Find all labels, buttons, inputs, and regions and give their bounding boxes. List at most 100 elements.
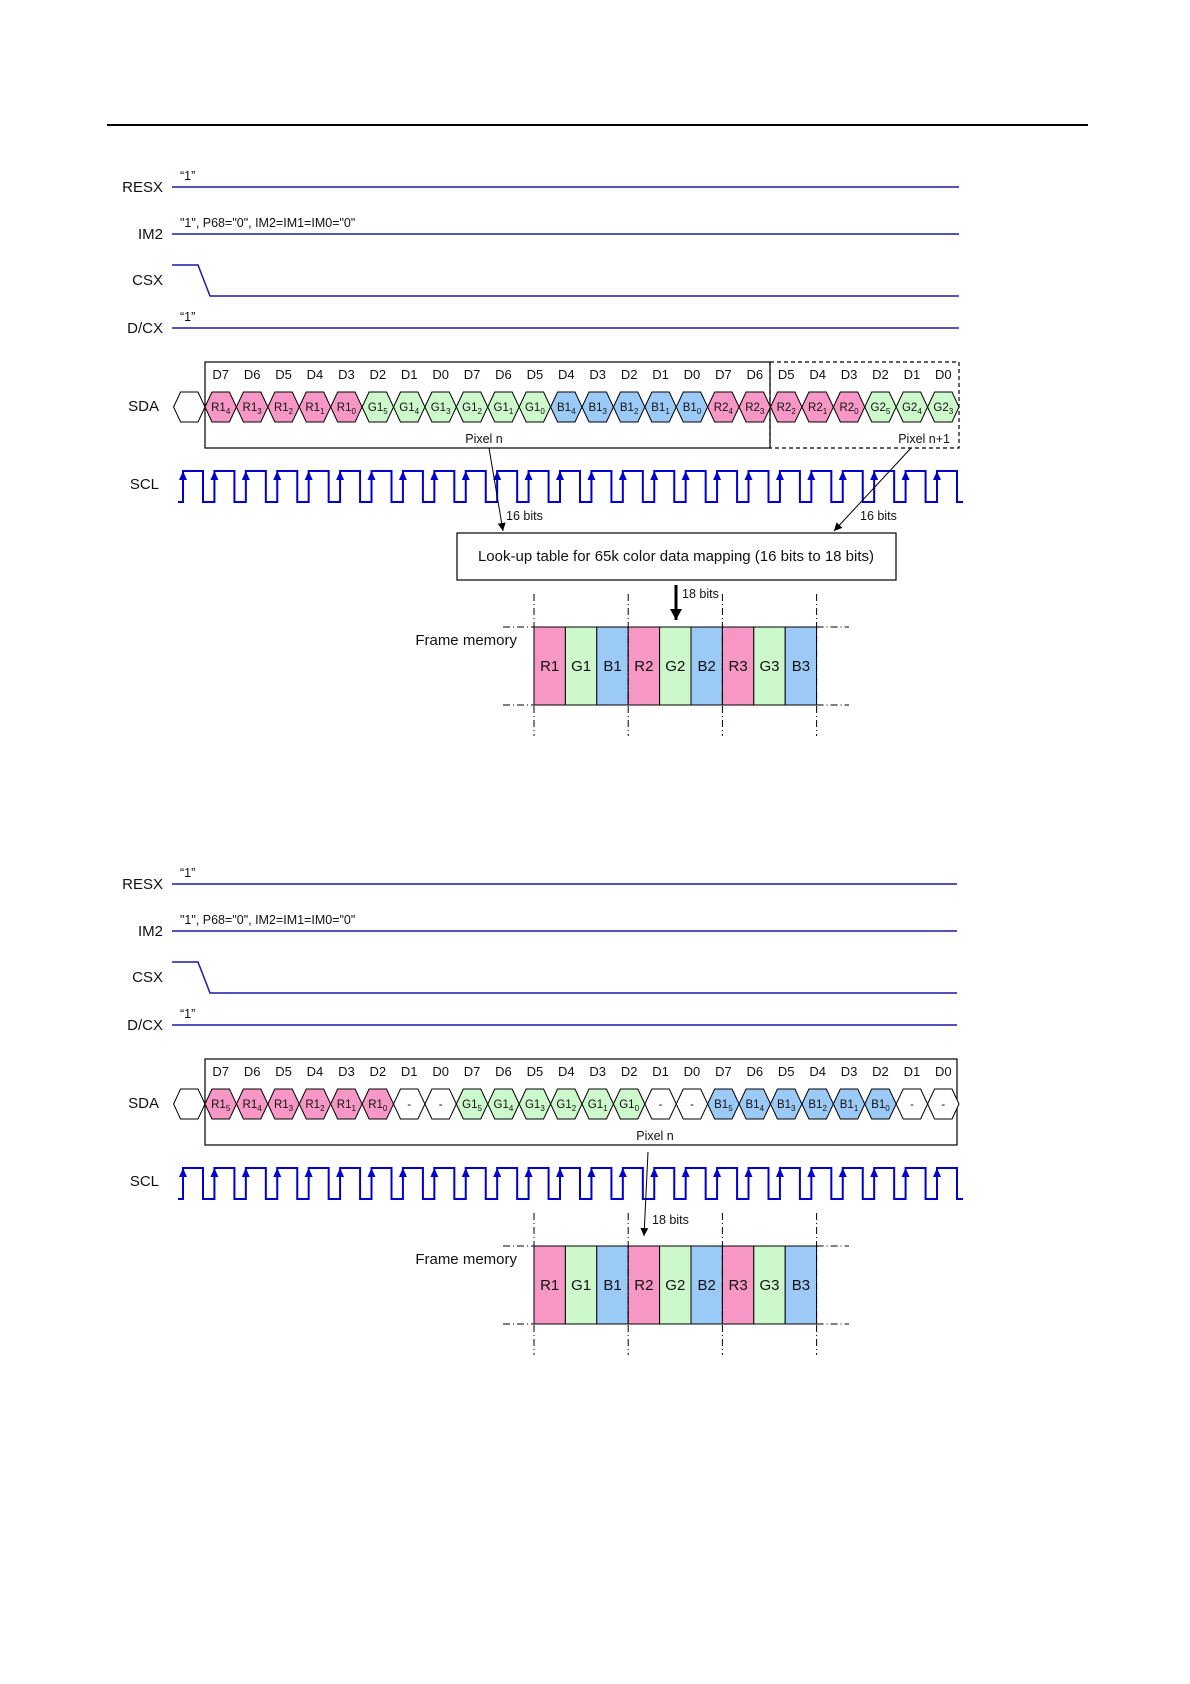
bit-label: D4 [558,1064,575,1079]
frame-memory-cell-label: G1 [571,658,591,675]
scl-rising-edge-arrow-icon [838,471,847,480]
cell-name: B1 [808,1099,822,1111]
frame-memory-cell-label: B1 [603,658,621,675]
sda-cell-label: R15 [211,1099,231,1113]
scl-rising-edge-arrow-icon [933,471,941,480]
bit-label: D5 [778,367,795,382]
sda-cell-label: G23 [933,402,953,416]
cell-bit-index: 1 [352,1104,357,1113]
cell-bit-index: 3 [257,407,262,416]
sda-cell-label: B10 [683,402,702,416]
sda-cell-label: G14 [399,402,419,416]
cell-name: G1 [431,402,446,414]
scl-rising-edge-arrow-icon [807,471,816,480]
sda-cell-label: G13 [525,1099,545,1113]
frame-memory-cell-label: G1 [571,1277,591,1294]
signal-label-sda: SDA [128,1095,159,1112]
cell-bit-index: 1 [823,407,828,416]
sda-cell-label: B13 [777,1099,796,1113]
arrow-pixel-n1-to-lut [833,447,912,532]
frame-memory-cell-label: R3 [729,1277,748,1294]
sda-cell-label: R20 [839,402,859,416]
cell-name: - [407,1099,411,1111]
bit-label: D1 [652,1064,669,1079]
cell-name: B1 [683,402,697,414]
cell-bit-index: 4 [917,407,922,416]
sda-cell-label: G13 [431,402,451,416]
cell-name: R1 [368,1099,383,1111]
sda-cell-label: B14 [557,402,576,416]
cell-name: G1 [494,402,509,414]
cell-bit-index: 5 [728,1104,733,1113]
frame-memory-cell-label: B2 [698,1277,716,1294]
bit-label: D2 [369,367,386,382]
cell-name: G2 [933,402,948,414]
cell-bit-index: 4 [729,407,734,416]
frame-memory-cell [564,1245,598,1325]
diagrams: RESX “1” IM2 "1", P68="0", IM2=IM1=IM0="0" D… [122,169,963,1355]
bits-out-label: 18 bits [682,587,719,601]
sda-cell-label: R14 [243,1099,263,1113]
signal-line-csx [172,264,959,297]
cell-name: R1 [243,402,258,414]
frame-memory-cell-label: B2 [698,658,716,675]
scl-rising-edge-arrow-icon [493,1168,502,1177]
arrow-pixel-n-to-frame [643,1151,649,1237]
diagram-2: RESX “1” IM2 "1", P68="0", IM2=IM1=IM0="0" D… [122,866,963,1355]
cell-bit-index: 4 [509,1104,514,1113]
cell-bit-index: 4 [226,407,231,416]
bit-label: D0 [684,1064,701,1079]
frame-memory-cell-label: G2 [665,1277,685,1294]
cell-name: G1 [619,1099,634,1111]
bit-label: D2 [872,367,889,382]
bit-label: D3 [841,367,858,382]
bit-label: D3 [589,367,606,382]
cell-name: - [941,1099,945,1111]
scl-rising-edge-arrow-icon [901,471,910,480]
bit-label: D6 [495,1064,512,1079]
signal-label-scl: SCL [130,476,159,493]
signal-label-dcx: D/CX [127,1017,163,1034]
scl-rising-edge-arrow-icon [430,471,439,480]
sda-cell-label: - [407,1099,411,1111]
scl-rising-edge-arrow-icon [650,471,659,480]
sda-cell-label: B12 [808,1099,827,1113]
sda-cell-label: G10 [525,402,545,416]
sda-data-cell [927,1088,960,1120]
signal-label-resx: RESX [122,876,163,893]
cell-name: R2 [839,402,854,414]
scl-rising-edge-arrow-icon [524,471,533,480]
bit-label: D1 [401,367,418,382]
sda-cell-label: R23 [745,402,765,416]
cell-name: R1 [274,402,289,414]
bit-label: D2 [621,367,638,382]
scl-rising-edge-arrow-icon [618,471,627,480]
signal-label-resx: RESX [122,179,163,196]
scl-rising-edge-arrow-icon [210,1168,219,1177]
bit-label: D3 [338,1064,355,1079]
bits-out-label: 18 bits [652,1213,689,1227]
bit-label: D7 [464,1064,481,1079]
frame-memory-label: Frame memory [415,632,517,649]
cell-name: R1 [274,1099,289,1111]
lut-box [456,532,897,581]
sda-cell-label: G24 [902,402,922,416]
pixel-n1-label: Pixel n+1 [898,432,950,446]
bit-label: D5 [275,1064,292,1079]
cell-name: R1 [337,1099,352,1111]
frame-memory-cell [627,1245,661,1325]
cell-bit-index: 2 [477,407,482,416]
sda-cell-label: R14 [211,402,231,416]
scl-rising-edge-arrow-icon [681,471,690,480]
signal-note-resx: “1” [180,169,195,183]
cell-bit-index: 1 [509,407,514,416]
cell-name: R2 [714,402,729,414]
sda-cell-label: R12 [305,1099,325,1113]
signal-label-csx: CSX [132,272,163,289]
cell-bit-index: 2 [320,1104,325,1113]
bit-label: D2 [621,1064,638,1079]
scl-rising-edge-arrow-icon [744,1168,753,1177]
frame-memory-cell [596,626,629,706]
signal-note-im2: "1", P68="0", IM2=IM1=IM0="0" [180,216,355,230]
